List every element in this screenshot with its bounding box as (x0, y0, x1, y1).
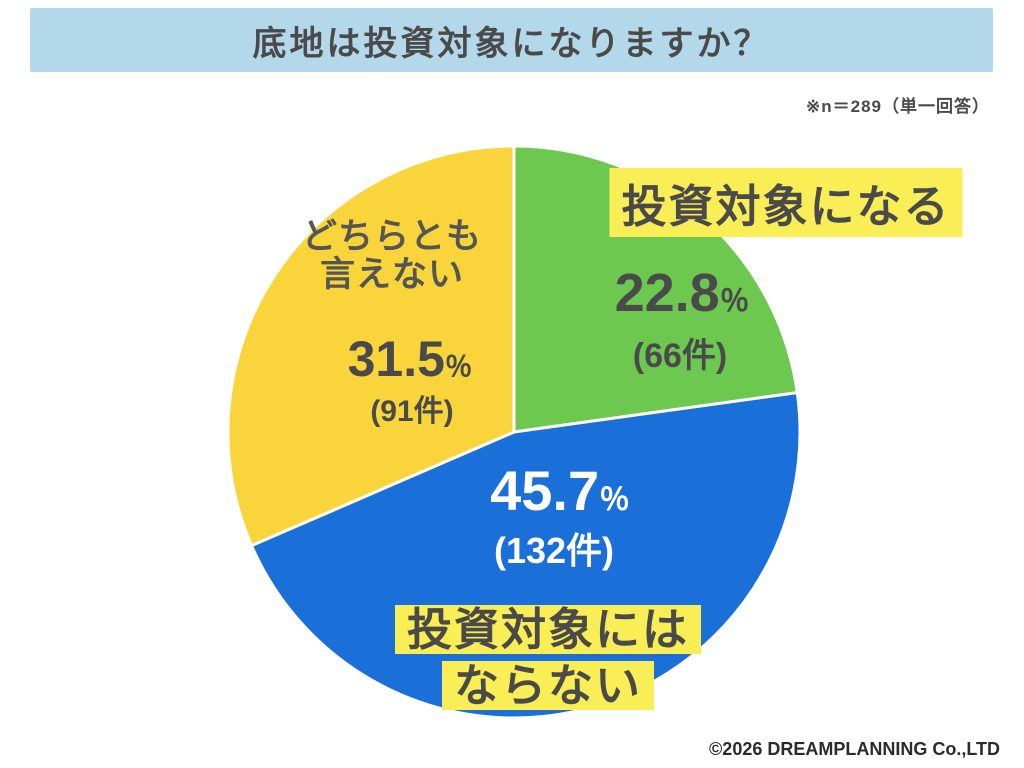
label-invest-yes-name: 投資対象になる (609, 168, 963, 237)
label-invest-no-line2: ならない (441, 661, 655, 710)
page-title: 底地は投資対象になりますか？ (252, 24, 771, 63)
invest-yes-percent-value: 22.8 (614, 263, 720, 323)
label-invest-yes-text: 投資対象になる (609, 168, 963, 237)
label-invest-no-percent: 45.7％ (490, 458, 630, 523)
label-invest-no-line1: 投資対象には (394, 605, 702, 654)
invest-yes-percent-unit: ％ (719, 285, 750, 318)
pie-slice-2 (226, 144, 516, 548)
label-invest-yes-percent: 22.8％ (615, 262, 750, 324)
label-invest-no-name: 投資対象には ならない (394, 598, 702, 710)
label-invest-no-count: (132件) (493, 530, 615, 571)
label-neither-line1: どちらとも (301, 217, 483, 256)
neither-percent-unit: ％ (444, 351, 473, 382)
invest-no-percent-unit: ％ (599, 482, 630, 517)
chart-title-banner: 底地は投資対象になりますか？ (30, 8, 993, 72)
invest-no-percent-value: 45.7 (490, 459, 600, 522)
label-invest-yes-count: (66件) (632, 337, 728, 375)
label-neither-count: (91件) (370, 395, 454, 428)
neither-percent-value: 31.5 (347, 331, 445, 387)
label-neither-name: どちらとも 言えない (302, 218, 482, 294)
label-neither-line2: 言えない (319, 254, 465, 294)
label-neither-percent: 31.5％ (348, 330, 473, 388)
sample-size-note: ※n＝289（単一回答） (806, 97, 990, 116)
footer-copyright: ©2026 DREAMPLANNING Co.,LTD (709, 739, 1000, 759)
